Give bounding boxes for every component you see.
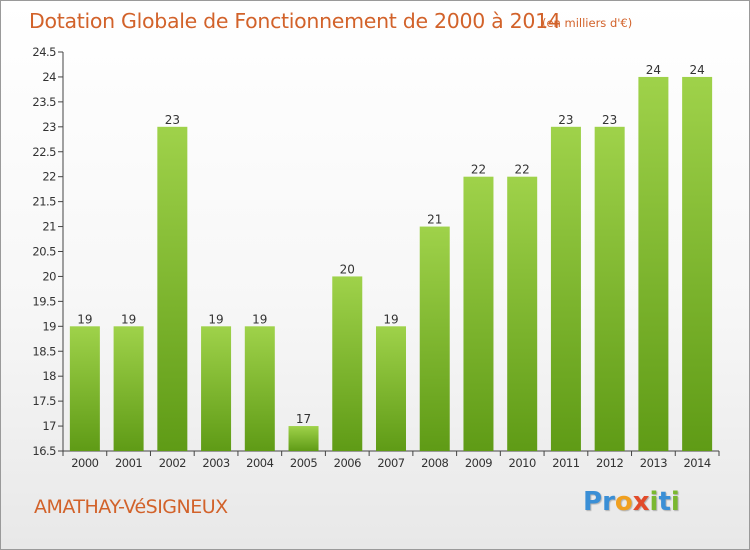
y-tick-label: 17 xyxy=(42,419,56,433)
data-label-2002: 23 xyxy=(165,113,180,127)
data-label-2011: 23 xyxy=(558,113,573,127)
y-tick-label: 21.5 xyxy=(32,195,56,209)
logo-letter: i xyxy=(649,487,659,517)
x-tick-label-2010: 2010 xyxy=(509,456,536,470)
y-tick-label: 22 xyxy=(42,170,56,184)
data-label-2007: 19 xyxy=(383,312,398,326)
bar-2011 xyxy=(550,126,581,451)
logo-letter: x xyxy=(632,487,650,517)
y-tick-label: 18.5 xyxy=(32,344,56,358)
logo-letter: P xyxy=(583,487,603,517)
logo-letter: r xyxy=(602,487,615,517)
y-tick-label: 19 xyxy=(42,319,56,333)
x-tick-label-2006: 2006 xyxy=(334,456,361,470)
chart-subtitle: (en milliers d'€) xyxy=(542,16,633,30)
bar-2005 xyxy=(288,426,319,451)
y-tick-label: 23.5 xyxy=(32,95,56,109)
bar-2013 xyxy=(638,76,669,451)
logo-letter: o xyxy=(614,487,633,517)
y-tick-label: 16.5 xyxy=(32,444,56,458)
bar-2007 xyxy=(376,326,406,451)
x-tick-label-2009: 2009 xyxy=(465,456,492,470)
bar-2012 xyxy=(594,126,625,451)
bar-2009 xyxy=(463,176,494,451)
bar-2008 xyxy=(419,226,450,451)
x-tick-label-2003: 2003 xyxy=(202,456,229,470)
bar-2003 xyxy=(201,326,232,451)
bar-2000 xyxy=(69,326,100,451)
data-label-2010: 22 xyxy=(515,163,530,177)
bar-2006 xyxy=(332,276,363,451)
x-tick-label-2000: 2000 xyxy=(71,456,98,470)
x-tick-label-2007: 2007 xyxy=(377,456,404,470)
data-label-2013: 24 xyxy=(646,63,661,77)
x-tick-label-2005: 2005 xyxy=(290,456,317,470)
data-label-2003: 19 xyxy=(208,312,223,326)
x-tick-label-2002: 2002 xyxy=(159,456,186,470)
y-tick-label: 20 xyxy=(42,269,56,283)
data-label-2000: 19 xyxy=(77,312,92,326)
data-label-2012: 23 xyxy=(602,113,617,127)
data-label-2014: 24 xyxy=(689,63,704,77)
y-tick-label: 17.5 xyxy=(32,394,56,408)
data-label-2005: 17 xyxy=(296,412,311,426)
bar-2010 xyxy=(507,176,538,451)
x-tick-label-2001: 2001 xyxy=(115,456,142,470)
data-label-2009: 22 xyxy=(471,163,486,177)
x-tick-label-2011: 2011 xyxy=(552,456,579,470)
x-tick-label-2012: 2012 xyxy=(596,456,623,470)
logo-letter: i xyxy=(670,487,680,517)
bar-2002 xyxy=(157,126,188,451)
y-tick-label: 22.5 xyxy=(32,145,56,159)
y-tick-label: 23 xyxy=(42,120,56,134)
bar-2004 xyxy=(244,326,275,451)
bar-2014 xyxy=(682,76,713,451)
x-tick-label-2008: 2008 xyxy=(421,456,448,470)
y-tick-label: 19.5 xyxy=(32,294,56,308)
y-tick-label: 24 xyxy=(42,70,56,84)
y-tick-label: 21 xyxy=(42,220,56,234)
data-label-2001: 19 xyxy=(121,312,136,326)
x-tick-label-2014: 2014 xyxy=(683,456,710,470)
y-tick-label: 18 xyxy=(42,369,56,383)
commune-name: AMATHAY-VéSIGNEUX xyxy=(34,496,228,518)
data-label-2008: 21 xyxy=(427,213,442,227)
data-label-2006: 20 xyxy=(340,262,355,276)
data-label-2004: 19 xyxy=(252,312,267,326)
logo-letter: t xyxy=(658,487,671,517)
y-tick-label: 20.5 xyxy=(32,245,56,259)
chart-title: Dotation Globale de Fonctionnement de 20… xyxy=(29,9,561,33)
x-tick-label-2013: 2013 xyxy=(640,456,667,470)
bar-2001 xyxy=(113,326,144,451)
y-tick-label: 24.5 xyxy=(32,45,56,59)
x-tick-label-2004: 2004 xyxy=(246,456,273,470)
proxiti-logo[interactable]: Proxiti xyxy=(583,487,680,517)
